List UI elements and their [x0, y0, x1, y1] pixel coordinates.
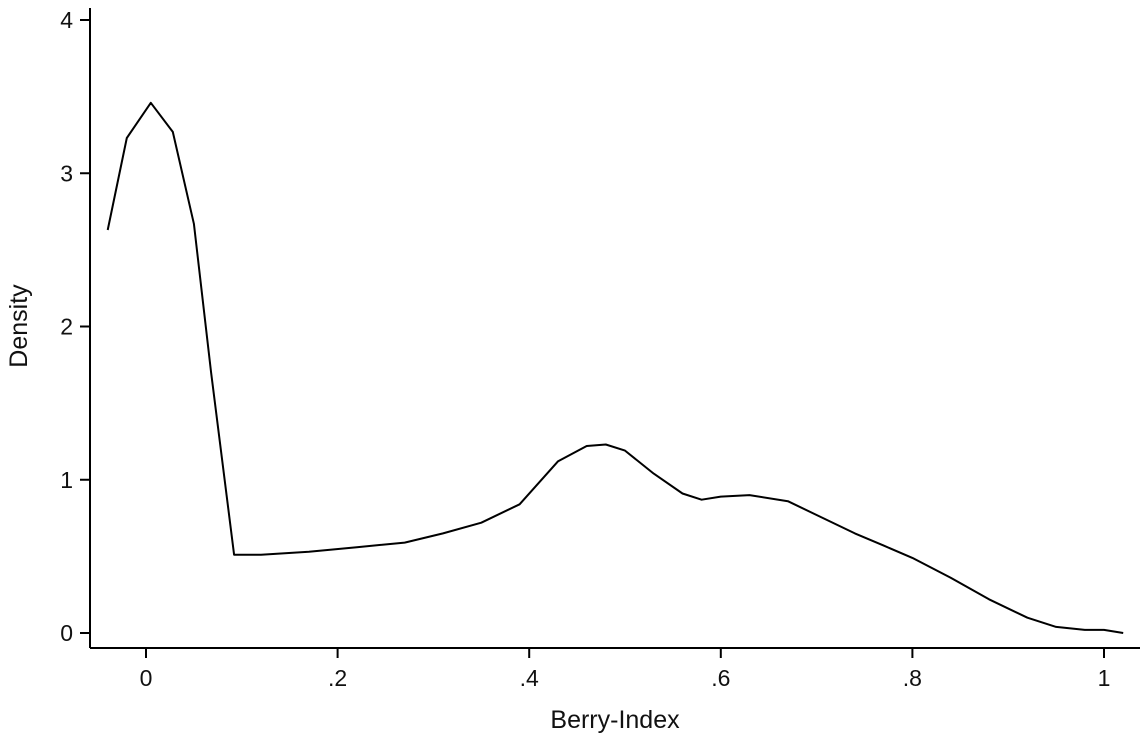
x-tick-label: .6 — [711, 665, 730, 691]
axes — [89, 8, 1140, 649]
series-group — [106, 101, 1124, 634]
x-axis-title: Berry-Index — [550, 706, 680, 734]
x-tick-label: .4 — [520, 665, 539, 691]
y-tick-label: 2 — [60, 314, 73, 340]
y-tick-label: 0 — [60, 620, 73, 646]
y-tick-label: 3 — [60, 160, 73, 186]
x-ticks: 0 .2 .4 .6 .8 1 — [140, 648, 1111, 691]
y-tick-label: 1 — [60, 467, 73, 493]
y-axis-title: Density — [5, 284, 33, 368]
x-tick-label: 1 — [1098, 665, 1111, 691]
x-tick-label: .8 — [903, 665, 922, 691]
density-line — [106, 101, 1124, 634]
x-tick-label: .2 — [328, 665, 347, 691]
x-tick-label: 0 — [140, 665, 153, 691]
y-ticks: 0 1 2 3 4 — [60, 7, 90, 646]
y-tick-label: 4 — [60, 7, 73, 33]
